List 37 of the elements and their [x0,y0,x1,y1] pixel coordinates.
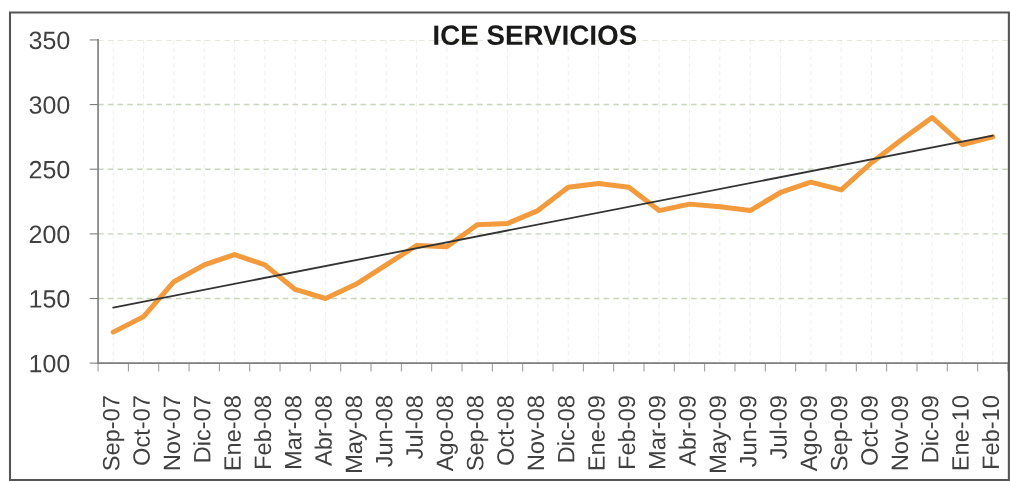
x-tick-label: Dic-07 [193,396,211,462]
x-tick-label: Jun-08 [375,396,393,467]
x-tick-label: Nov-09 [891,396,909,470]
x-tick-label: May-08 [345,396,367,472]
x-tick-label: Dic-09 [921,396,939,462]
y-tick-label: 150 [30,290,70,308]
x-tick-label: Ene-09 [588,396,605,470]
x-tick-label: Jun-09 [739,396,757,467]
x-tick-label: Ago-08 [436,396,458,472]
x-tick-label: Oct-07 [133,396,150,465]
x-tick-label: Ene-08 [224,396,241,470]
x-tick-label: Feb-08 [253,396,272,468]
x-tick-label: Sep-09 [830,396,853,471]
y-tick-label: 300 [29,96,70,114]
x-tick-label: Abr-08 [314,396,332,466]
x-tick-label: Ago-09 [800,396,822,472]
x-tick-label: Jul-09 [769,396,787,460]
y-tick-label: 200 [29,225,70,244]
x-tick-label: Nov-07 [163,396,181,470]
x-tick-label: Dic-08 [557,396,575,462]
y-tick-label: 100 [30,354,70,373]
x-tick-label: Ene-10 [952,396,969,470]
x-tick-label: Sep-07 [102,396,125,471]
x-tick-label: Mar-08 [284,396,302,468]
y-tick-label: 250 [29,160,70,179]
y-tick-label: 350 [29,31,70,50]
x-tick-label: Mar-09 [648,396,666,468]
x-tick-label: Jul-08 [405,396,423,460]
x-tick-label: Oct-08 [497,396,514,465]
x-tick-label: May-09 [709,396,731,472]
x-tick-label: Abr-09 [678,396,696,466]
chart-title: ICE SERVICIOS [434,25,637,46]
x-tick-label: Feb-10 [981,396,1000,468]
x-tick-label: Feb-09 [617,396,636,468]
x-tick-label: Nov-08 [527,396,545,470]
x-tick-label: Sep-08 [466,396,489,471]
x-tick-label: Oct-09 [861,396,878,465]
